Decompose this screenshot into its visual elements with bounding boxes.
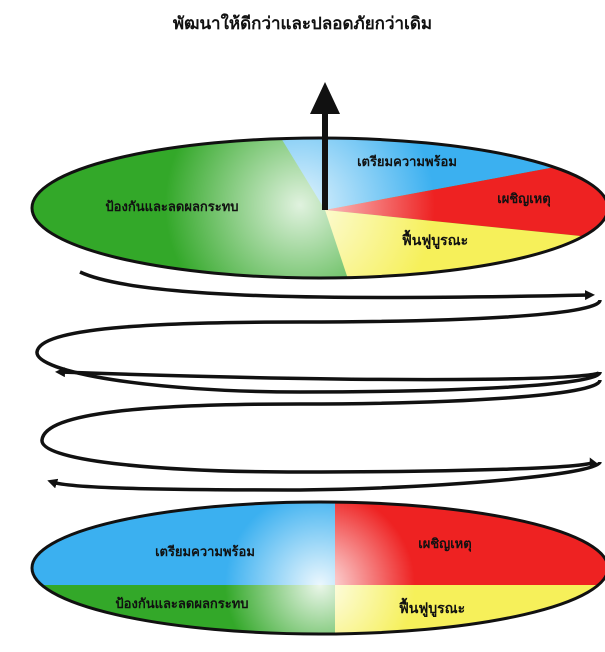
diagram-title: พัฒนาให้ดีกว่าและปลอดภัยกว่าเดิม bbox=[172, 14, 433, 34]
top-response-label: เผชิญเหตุ bbox=[497, 192, 550, 207]
spiral-segment bbox=[35, 299, 602, 394]
top-prevention-label: ป้องกันและลดผลกระทบ bbox=[105, 199, 238, 215]
bottom-preparedness-label: เตรียมความพร้อม bbox=[155, 544, 255, 560]
spiral-segment bbox=[79, 270, 595, 301]
bottom-response-label: เผชิญเหตุ bbox=[418, 537, 471, 552]
spiral-segment bbox=[55, 367, 602, 382]
top-recovery-label: ฟื้นฟูบูรณะ bbox=[402, 229, 468, 249]
bottom-recovery-label: ฟื้นฟูบูรณะ bbox=[399, 597, 465, 617]
bottom-cycle bbox=[32, 502, 605, 634]
top-cycle-outline bbox=[30, 136, 605, 280]
bottom-prevention-label: ป้องกันและลดผลกระทบ bbox=[115, 596, 248, 612]
bottom-cycle-outline bbox=[30, 500, 605, 636]
spiral-loops bbox=[35, 270, 602, 492]
bottom-highlight bbox=[32, 502, 605, 634]
top-highlight bbox=[32, 138, 605, 278]
spiral-segment bbox=[47, 461, 602, 492]
top-arrow-head-icon bbox=[310, 82, 340, 114]
top-preparedness-label: เตรียมความพร้อม bbox=[357, 154, 457, 170]
spiral-segment bbox=[40, 379, 602, 474]
